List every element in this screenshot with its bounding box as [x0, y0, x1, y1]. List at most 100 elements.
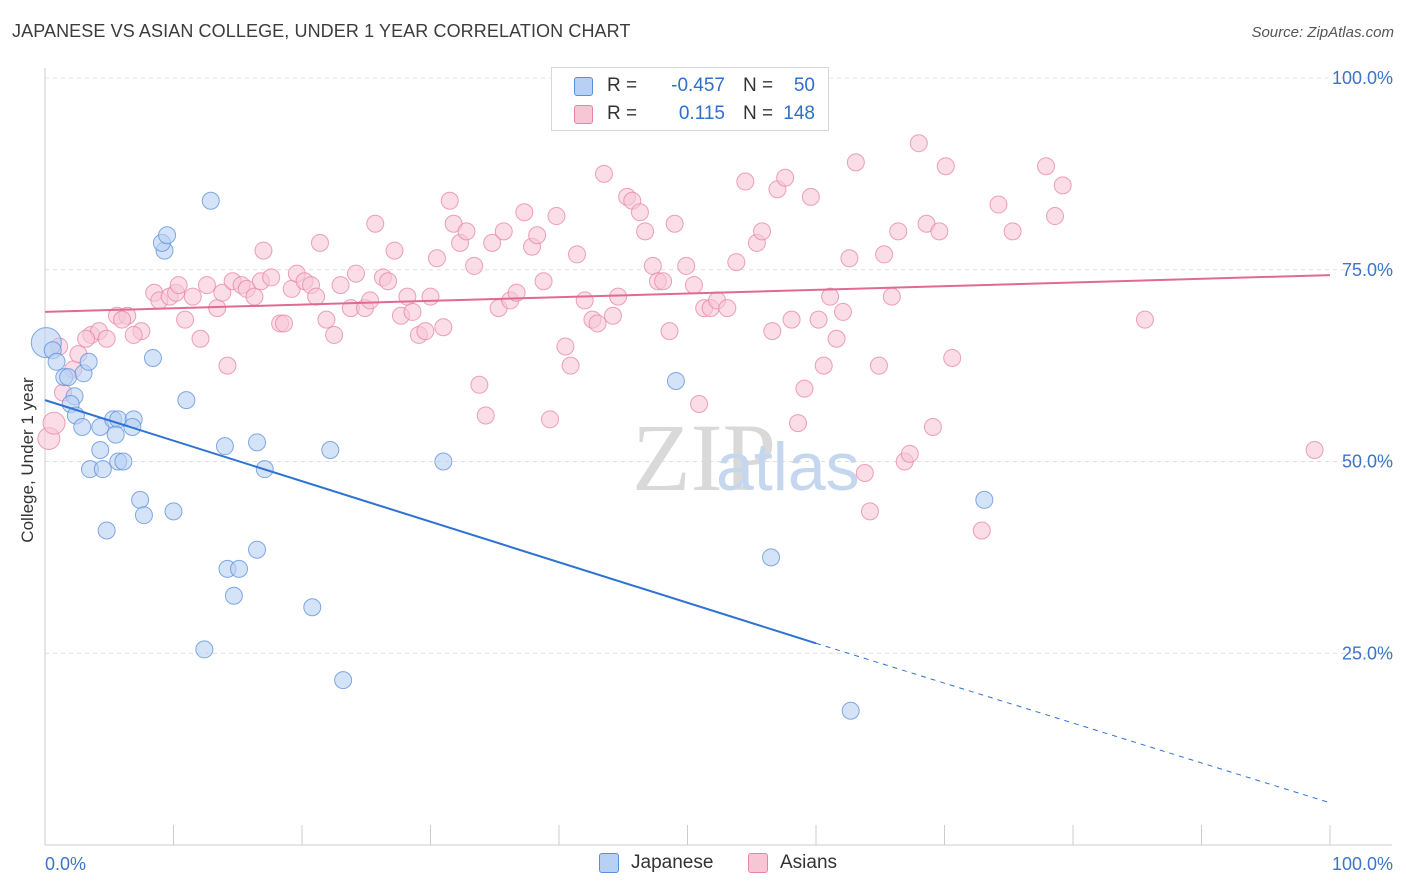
point-asians — [213, 283, 232, 302]
point-asians — [534, 272, 553, 291]
point-asians — [782, 310, 801, 329]
legend-swatch-japanese — [574, 76, 593, 96]
point-asians — [403, 302, 422, 321]
point-japanese — [97, 521, 116, 540]
y-tick-label: 75.0% — [1342, 260, 1393, 280]
legend-n-label: N = — [743, 75, 774, 96]
point-asians — [801, 187, 820, 206]
point-asians — [361, 291, 380, 310]
point-asians — [310, 233, 329, 252]
point-asians — [936, 157, 955, 176]
trend-line-japanese-extrapolated — [815, 642, 1331, 804]
point-asians — [840, 249, 859, 268]
point-japanese — [303, 598, 322, 617]
point-japanese — [164, 502, 183, 521]
point-asians — [603, 306, 622, 325]
point-asians — [457, 222, 476, 241]
point-asians — [776, 168, 795, 187]
point-asians — [860, 502, 879, 521]
point-asians — [567, 245, 586, 264]
point-asians — [434, 318, 453, 337]
legend-r-label: R = — [607, 103, 638, 124]
point-japanese — [73, 417, 92, 436]
point-asians — [718, 299, 737, 318]
series-swatch-japanese — [599, 853, 619, 873]
point-asians — [827, 329, 846, 348]
point-japanese — [248, 433, 267, 452]
point-asians — [989, 195, 1008, 214]
x-tick-label: 100.0% — [1332, 854, 1393, 874]
point-asians — [882, 287, 901, 306]
series-legend-asians[interactable]: Asians — [748, 852, 837, 874]
series-label-japanese: Japanese — [631, 852, 714, 873]
y-tick-label: 50.0% — [1342, 452, 1393, 472]
point-asians — [317, 310, 336, 329]
point-asians — [814, 356, 833, 375]
point-asians — [821, 287, 840, 306]
point-japanese — [215, 437, 234, 456]
point-asians — [254, 241, 273, 260]
point-asians — [846, 153, 865, 172]
point-asians — [385, 241, 404, 260]
point-asians — [561, 356, 580, 375]
point-asians — [923, 417, 942, 436]
point-japanese — [321, 440, 340, 459]
point-asians — [736, 172, 755, 191]
point-asians — [97, 329, 116, 348]
point-asians — [833, 302, 852, 321]
point-asians — [1003, 222, 1022, 241]
correlation-legend: R = -0.457 N = 50 R = 0.115 N = 148 — [551, 67, 829, 131]
legend-swatch-asians — [574, 104, 593, 124]
point-japanese — [79, 352, 98, 371]
point-japanese — [841, 701, 860, 720]
point-japanese — [434, 452, 453, 471]
point-asians — [795, 379, 814, 398]
point-asians — [855, 464, 874, 483]
point-asians — [677, 256, 696, 275]
point-asians — [331, 276, 350, 295]
point-asians — [660, 322, 679, 341]
point-asians — [440, 191, 459, 210]
point-japanese — [114, 452, 133, 471]
point-asians — [470, 375, 489, 394]
point-japanese — [224, 586, 243, 605]
point-asians — [325, 325, 344, 344]
point-asians — [809, 310, 828, 329]
point-asians — [684, 276, 703, 295]
point-asians — [427, 249, 446, 268]
point-japanese — [158, 226, 177, 245]
point-asians — [416, 322, 435, 341]
series-label-asians: Asians — [780, 852, 838, 873]
y-tick-label: 25.0% — [1342, 643, 1393, 663]
data-points — [30, 134, 1324, 720]
point-japanese — [248, 540, 267, 559]
legend-row-asians: R = 0.115 N = 148 — [574, 102, 815, 126]
point-asians — [972, 521, 991, 540]
point-asians — [1046, 207, 1065, 226]
legend-n-value: 148 — [783, 103, 815, 124]
point-asians — [346, 264, 365, 283]
point-asians — [245, 287, 264, 306]
chart-title: JAPANESE VS ASIAN COLLEGE, UNDER 1 YEAR … — [12, 21, 631, 41]
point-asians — [113, 310, 132, 329]
trend-line-japanese — [44, 399, 817, 645]
point-asians — [1305, 440, 1324, 459]
point-asians — [789, 414, 808, 433]
point-asians — [900, 444, 919, 463]
point-asians — [307, 287, 326, 306]
x-tick-label: 0.0% — [45, 854, 86, 874]
point-japanese — [195, 640, 214, 659]
series-legend-japanese[interactable]: Japanese — [599, 852, 713, 874]
point-asians — [889, 222, 908, 241]
point-japanese — [91, 440, 110, 459]
point-asians — [507, 283, 526, 302]
point-asians — [869, 356, 888, 375]
point-asians — [494, 222, 513, 241]
point-asians — [575, 291, 594, 310]
point-asians — [909, 134, 928, 153]
legend-n-value: 50 — [793, 75, 815, 96]
point-asians — [690, 394, 709, 413]
y-axis-label: College, Under 1 year — [18, 377, 37, 543]
point-asians — [1135, 310, 1154, 329]
